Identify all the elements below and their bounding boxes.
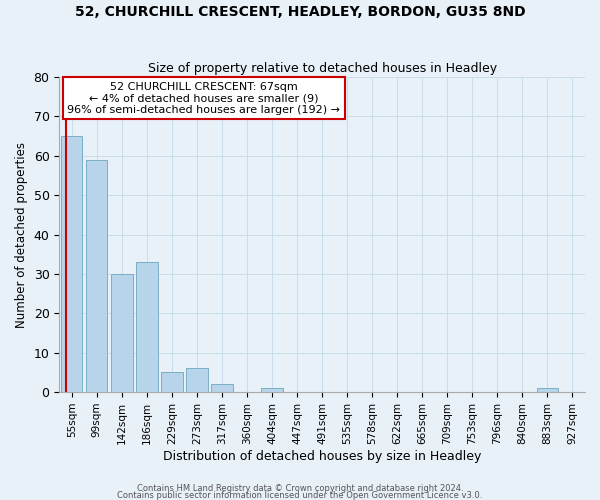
Bar [537,388,558,392]
Bar [111,274,133,392]
Bar [187,368,208,392]
Y-axis label: Number of detached properties: Number of detached properties [15,142,28,328]
Text: 52, CHURCHILL CRESCENT, HEADLEY, BORDON, GU35 8ND: 52, CHURCHILL CRESCENT, HEADLEY, BORDON,… [74,5,526,19]
Text: Contains HM Land Registry data © Crown copyright and database right 2024.: Contains HM Land Registry data © Crown c… [137,484,463,493]
Bar [61,136,82,392]
Title: Size of property relative to detached houses in Headley: Size of property relative to detached ho… [148,62,497,74]
Bar [211,384,233,392]
Bar [161,372,182,392]
Text: Contains public sector information licensed under the Open Government Licence v3: Contains public sector information licen… [118,491,482,500]
Text: 52 CHURCHILL CRESCENT: 67sqm
← 4% of detached houses are smaller (9)
96% of semi: 52 CHURCHILL CRESCENT: 67sqm ← 4% of det… [67,82,340,115]
Bar [86,160,107,392]
X-axis label: Distribution of detached houses by size in Headley: Distribution of detached houses by size … [163,450,481,462]
Bar [136,262,158,392]
Bar [262,388,283,392]
